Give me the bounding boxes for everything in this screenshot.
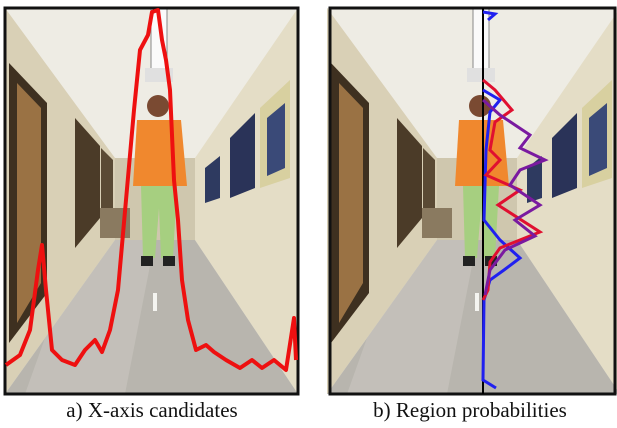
panel-b [327, 8, 617, 394]
caption-a: a) X-axis candidates [66, 398, 237, 422]
caption-b: b) Region probabilities [373, 398, 567, 422]
panel-a [5, 8, 298, 394]
figure: a) X-axis candidates b) Region probabili… [0, 0, 617, 428]
page: a) X-axis candidates b) Region probabili… [0, 0, 617, 428]
